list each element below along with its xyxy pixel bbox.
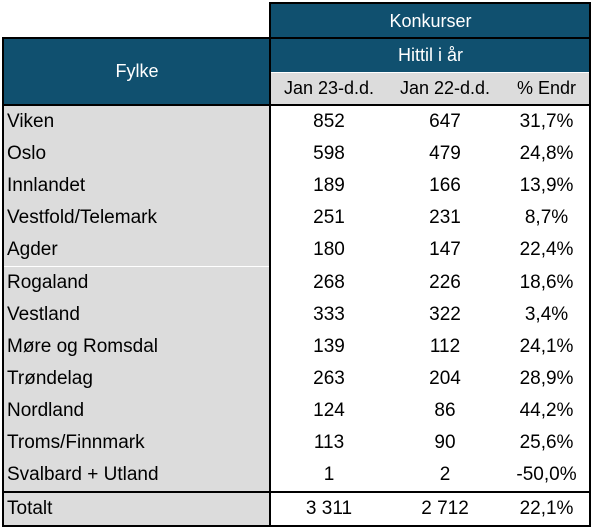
column-header: % Endr bbox=[503, 73, 590, 104]
row-cur: 852 bbox=[313, 111, 345, 132]
row-cur: 333 bbox=[313, 304, 345, 325]
row-prev: 226 bbox=[429, 272, 461, 293]
row-cur: 113 bbox=[313, 432, 345, 453]
row-pct: 22,4% bbox=[519, 239, 574, 260]
total-label: Totalt bbox=[4, 493, 270, 525]
row-label: Agder bbox=[4, 234, 270, 266]
row-label: Viken bbox=[4, 106, 270, 138]
row-prev: 204 bbox=[429, 368, 461, 389]
row-cur: 251 bbox=[313, 207, 345, 228]
border-bottom bbox=[2, 525, 591, 527]
row-prev: 322 bbox=[429, 304, 461, 325]
row-label: Vestland bbox=[4, 299, 270, 331]
row-label: Nordland bbox=[4, 395, 270, 427]
row-pct: 3,4% bbox=[524, 304, 569, 325]
row-prev: 112 bbox=[429, 336, 461, 357]
row-cur: 124 bbox=[313, 400, 345, 421]
row-prev: 2 bbox=[439, 464, 451, 485]
row-pct: 8,7% bbox=[524, 207, 569, 228]
row-pct: -50,0% bbox=[516, 464, 577, 485]
border-right bbox=[589, 2, 591, 527]
row-label: Oslo bbox=[4, 138, 270, 170]
row-cur: 598 bbox=[313, 143, 345, 164]
border-total-top bbox=[2, 491, 591, 493]
row-prev: 231 bbox=[429, 207, 461, 228]
row-pct: 44,2% bbox=[519, 400, 574, 421]
row-prev: 166 bbox=[429, 175, 461, 196]
row-prev: 479 bbox=[429, 143, 461, 164]
row-label: Svalbard + Utland bbox=[4, 459, 270, 491]
row-pct: 25,6% bbox=[519, 432, 574, 453]
row-label: Møre og Romsdal bbox=[4, 331, 270, 363]
row-cur: 180 bbox=[313, 239, 345, 260]
row-header-fylke: Fylke bbox=[4, 39, 270, 104]
total-pct: 22,1% bbox=[519, 498, 574, 519]
border-col-divider bbox=[269, 2, 271, 527]
row-pct: 13,9% bbox=[519, 175, 574, 196]
row-label: Innlandet bbox=[4, 170, 270, 202]
row-cur: 139 bbox=[313, 336, 345, 357]
row-cur: 1 bbox=[323, 464, 335, 485]
row-pct: 31,7% bbox=[519, 111, 574, 132]
row-cur: 263 bbox=[313, 368, 345, 389]
border-top-left bbox=[2, 37, 591, 39]
row-prev: 86 bbox=[434, 400, 456, 421]
row-prev: 147 bbox=[429, 239, 461, 260]
table-subtitle: Hittil i år bbox=[271, 39, 590, 72]
column-header: Jan 22-d.d. bbox=[387, 73, 503, 104]
row-cur: 189 bbox=[313, 175, 345, 196]
row-pct: 24,1% bbox=[519, 336, 574, 357]
column-header: Jan 23-d.d. bbox=[271, 73, 387, 104]
row-label: Trøndelag bbox=[4, 363, 270, 395]
row-cur: 268 bbox=[313, 272, 345, 293]
row-pct: 28,9% bbox=[519, 368, 574, 389]
row-pct: 24,8% bbox=[519, 143, 574, 164]
row-prev: 90 bbox=[434, 432, 456, 453]
total-cur: 3 311 bbox=[305, 498, 353, 519]
row-label: Vestfold/Telemark bbox=[4, 202, 270, 234]
row-label: Troms/Finnmark bbox=[4, 427, 270, 459]
total-prev: 2 712 bbox=[421, 498, 469, 519]
row-prev: 647 bbox=[429, 111, 461, 132]
table-title: Konkurser bbox=[271, 4, 590, 38]
border-left bbox=[2, 37, 4, 527]
row-label: Rogaland bbox=[4, 267, 270, 299]
row-pct: 18,6% bbox=[519, 272, 574, 293]
border-top-header bbox=[270, 2, 591, 4]
border-header-bottom bbox=[2, 104, 591, 106]
